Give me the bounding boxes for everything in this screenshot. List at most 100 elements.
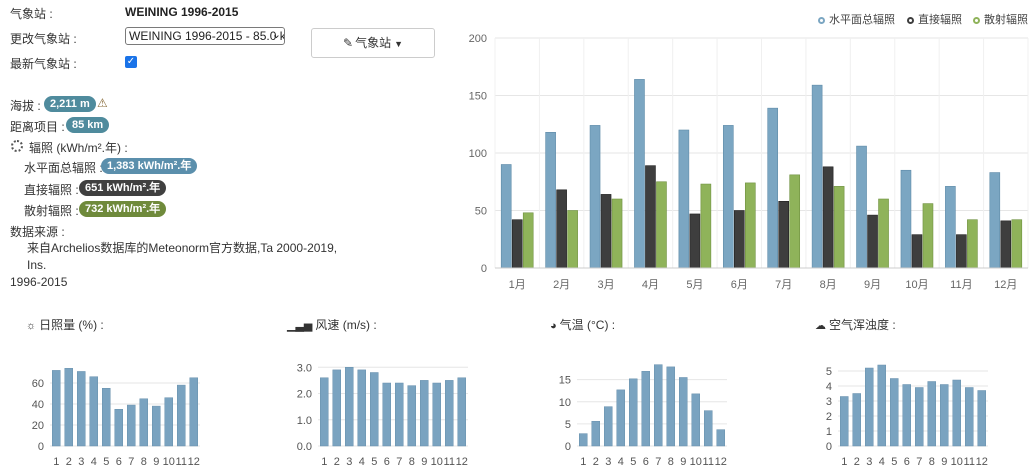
distance-badge: 85 km xyxy=(66,117,110,133)
x-tick-label: 5 xyxy=(891,456,897,467)
mini-bar xyxy=(357,369,366,447)
mini-bar xyxy=(77,371,86,447)
x-tick-label: 7 xyxy=(128,456,134,467)
mini-bar xyxy=(177,384,186,447)
mini-bar xyxy=(189,377,198,447)
bar-ghi xyxy=(634,79,645,269)
warning-icon[interactable]: ⚠ xyxy=(97,96,108,110)
caret-down-icon: ▼ xyxy=(394,39,403,49)
mini-bar xyxy=(382,382,391,447)
mini-bar xyxy=(102,388,111,447)
edit-icon: ✎ xyxy=(343,36,354,50)
mini-bar xyxy=(716,429,725,447)
dni-badge: 651 kWh/m².年 xyxy=(79,180,167,196)
mini-bar xyxy=(902,384,911,447)
x-tick-label: 4 xyxy=(91,456,97,467)
y-tick-label: 50 xyxy=(475,206,487,218)
x-tick-label: 10 xyxy=(163,456,175,467)
ghi-badge: 1,383 kWh/m².年 xyxy=(101,158,198,174)
signal-icon: ▁▃▅ xyxy=(287,320,313,332)
x-tick-label: 3 xyxy=(866,456,872,467)
x-tick-label: 3 xyxy=(346,456,352,467)
mini-bar xyxy=(432,382,441,447)
bar-dhi xyxy=(700,183,712,269)
x-tick-label: 1 xyxy=(841,456,847,467)
mini-bar xyxy=(629,378,638,447)
station-dropdown-button[interactable]: ✎ 气象站 ▼ xyxy=(311,28,435,58)
mini-bar xyxy=(840,396,849,447)
x-tick-label: 6 xyxy=(904,456,910,467)
bar-ghi xyxy=(945,186,956,269)
legend-dhi-dot xyxy=(973,17,980,24)
mini-bar xyxy=(915,387,924,447)
bar-ghi xyxy=(900,169,912,269)
mini-bar xyxy=(654,364,663,447)
dhi-badge: 732 kWh/m².年 xyxy=(79,201,167,217)
y-tick-label: 2.0 xyxy=(297,389,312,401)
y-tick-label: 5 xyxy=(565,419,571,431)
chevron-down-icon: ⌄ xyxy=(271,29,281,41)
y-tick-label: 3.0 xyxy=(297,362,312,374)
x-tick-label: 8 xyxy=(141,456,147,467)
x-tick-label: 7 xyxy=(655,456,661,467)
mini-bar xyxy=(940,384,949,447)
dhi-label: 散射辐照 : xyxy=(24,204,79,218)
legend-dhi[interactable]: 散射辐照 xyxy=(973,11,1028,27)
x-tick-label: 9月 xyxy=(864,279,881,291)
mini-bar xyxy=(591,420,600,447)
legend-dni-label: 直接辐照 xyxy=(918,14,962,26)
mini-bar xyxy=(64,368,73,447)
x-tick-label: 8月 xyxy=(820,279,837,291)
mini-bar xyxy=(420,380,429,447)
mini-bar xyxy=(579,433,588,447)
mini-bar xyxy=(641,371,650,447)
x-tick-label: 11 xyxy=(964,456,975,467)
source-line-1: 来自Archelios数据库的Meteonorm官方数据,Ta 2000-201… xyxy=(27,241,338,272)
y-tick-label: 60 xyxy=(32,378,44,390)
mini-bar xyxy=(457,377,466,447)
bar-ghi xyxy=(767,107,779,269)
mini-bar xyxy=(890,378,899,447)
source-label: 数据来源 : xyxy=(10,225,65,239)
latest-station-checkbox[interactable]: ✓ xyxy=(125,56,137,68)
mini-bar xyxy=(704,410,713,447)
y-tick-label: 2 xyxy=(826,411,832,423)
x-tick-label: 12 xyxy=(456,456,468,467)
bar-ghi xyxy=(500,164,512,269)
x-tick-label: 11 xyxy=(176,456,187,467)
bar-dhi xyxy=(656,181,667,269)
x-tick-label: 4 xyxy=(618,456,624,467)
mini-bar xyxy=(320,377,329,447)
x-tick-label: 6月 xyxy=(731,279,748,291)
bar-dhi xyxy=(522,212,534,269)
mini-bar xyxy=(952,379,961,447)
x-tick-label: 3月 xyxy=(597,279,614,291)
mini-bar xyxy=(164,397,173,447)
station-select-value: WEINING 1996-2015 - 85.0 km xyxy=(129,29,285,43)
station-name: WEINING 1996-2015 xyxy=(125,5,239,19)
legend-dni[interactable]: 直接辐照 xyxy=(907,11,962,27)
x-tick-label: 9 xyxy=(941,456,947,467)
mini-bar xyxy=(877,364,886,447)
x-tick-label: 10 xyxy=(690,456,702,467)
y-tick-label: 150 xyxy=(469,91,487,103)
bar-dhi xyxy=(611,198,623,269)
x-tick-label: 1月 xyxy=(509,279,526,291)
x-tick-label: 2 xyxy=(593,456,599,467)
x-tick-label: 1 xyxy=(580,456,586,467)
x-tick-label: 12月 xyxy=(994,279,1017,291)
y-tick-label: 1.0 xyxy=(297,415,312,427)
cloud-icon: ☁ xyxy=(815,320,826,332)
sun-icon: ☼ xyxy=(26,320,37,332)
bar-dni xyxy=(1000,220,1012,269)
station-select[interactable]: WEINING 1996-2015 - 85.0 km ⌄ xyxy=(125,27,285,45)
legend-ghi[interactable]: 水平面总辐照 xyxy=(818,11,895,27)
sun-icon xyxy=(11,140,23,152)
x-tick-label: 7 xyxy=(396,456,402,467)
y-tick-label: 0.0 xyxy=(297,441,312,453)
bar-dni xyxy=(956,234,967,269)
y-tick-label: 0 xyxy=(481,263,487,275)
x-tick-label: 3 xyxy=(78,456,84,467)
x-tick-label: 7月 xyxy=(775,279,792,291)
